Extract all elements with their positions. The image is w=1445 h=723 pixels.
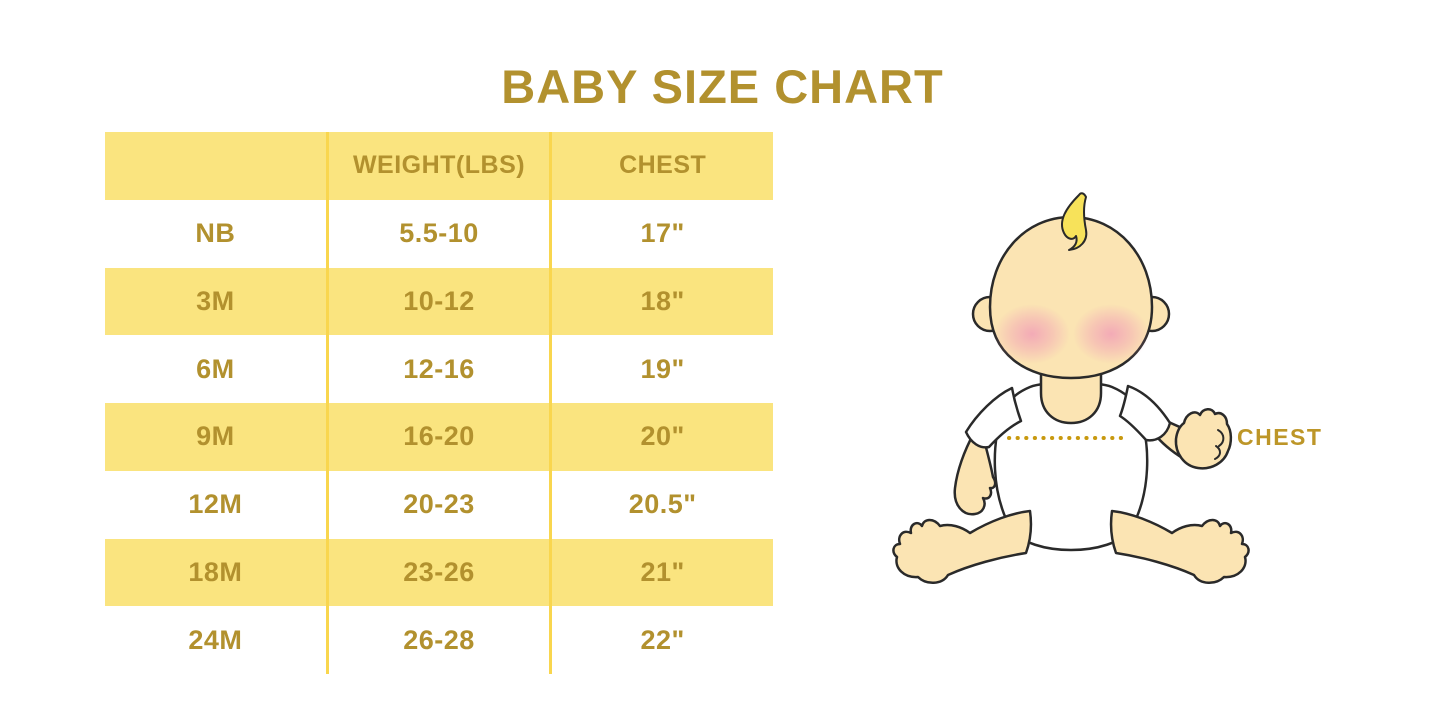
weight-cell: 12-16 bbox=[325, 335, 550, 403]
chest-cell: 20" bbox=[549, 403, 773, 471]
baby-hair-curl bbox=[1060, 192, 1088, 251]
table-row: 6M 12-16 19" bbox=[105, 335, 773, 403]
baby-leg-right bbox=[1109, 509, 1250, 584]
size-cell: 6M bbox=[196, 353, 235, 384]
size-cell: 9M bbox=[196, 421, 235, 452]
baby-fist-right bbox=[1174, 408, 1233, 470]
chest-cell: 20.5" bbox=[549, 470, 773, 539]
size-cell: NB bbox=[195, 218, 236, 249]
table-row: 24M 26-28 22" bbox=[105, 606, 773, 674]
baby-leg-left bbox=[892, 509, 1033, 584]
table-row: NB 5.5-10 17" bbox=[105, 199, 773, 268]
weight-cell: 20-23 bbox=[325, 470, 550, 539]
chest-cell: 21" bbox=[549, 538, 773, 607]
baby-sitting-illustration bbox=[892, 192, 1250, 584]
weight-cell: 16-20 bbox=[325, 403, 550, 471]
baby-sleeve-left bbox=[964, 386, 1023, 449]
baby-fist-fingers bbox=[1214, 429, 1225, 460]
size-table-header-row: WEIGHT(LBS) CHEST bbox=[105, 132, 773, 200]
header-weight-column: WEIGHT(LBS) bbox=[325, 132, 550, 200]
header-chest-column: CHEST bbox=[549, 132, 773, 200]
table-row: 18M 23-26 21" bbox=[105, 538, 773, 607]
chest-measurement-label: CHEST bbox=[1237, 424, 1323, 450]
baby-blush-right bbox=[1073, 304, 1149, 364]
chest-cell: 18" bbox=[549, 267, 773, 336]
size-cell: 12M bbox=[188, 489, 243, 520]
chest-cell: 22" bbox=[549, 606, 773, 674]
baby-size-table: WEIGHT(LBS) CHEST NB 5.5-10 17" 3M 10-12… bbox=[105, 132, 773, 674]
chest-cell: 19" bbox=[549, 335, 773, 403]
weight-cell: 26-28 bbox=[325, 606, 550, 674]
weight-cell: 23-26 bbox=[325, 538, 550, 607]
weight-cell: 10-12 bbox=[325, 267, 550, 336]
header-size-column bbox=[105, 132, 326, 200]
baby-blush-left bbox=[994, 304, 1070, 364]
size-cell: 24M bbox=[188, 624, 243, 655]
size-cell: 3M bbox=[196, 285, 235, 316]
baby-sleeve-right bbox=[1118, 384, 1172, 442]
page-title: BABY SIZE CHART bbox=[501, 60, 944, 114]
table-row: 3M 10-12 18" bbox=[105, 267, 773, 336]
chest-cell: 17" bbox=[549, 199, 773, 268]
table-row: 12M 20-23 20.5" bbox=[105, 470, 773, 539]
baby-arm-left bbox=[953, 429, 997, 516]
weight-cell: 5.5-10 bbox=[325, 199, 550, 268]
size-cell: 18M bbox=[188, 556, 243, 587]
table-row: 9M 16-20 20" bbox=[105, 403, 773, 471]
